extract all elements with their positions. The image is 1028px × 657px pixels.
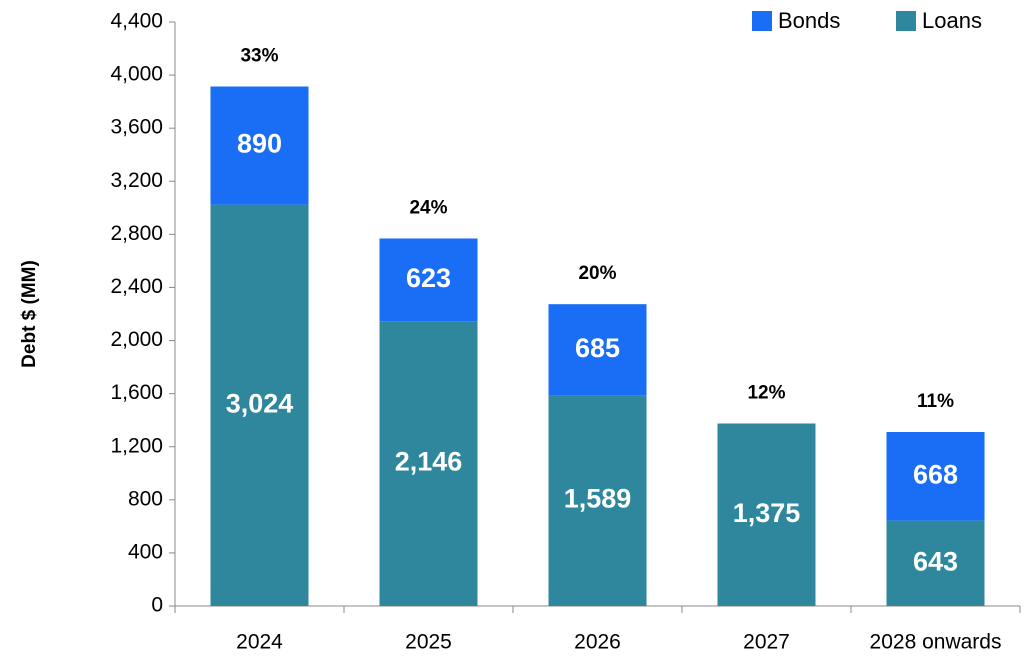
- annotation: 11%: [917, 391, 954, 412]
- bar-segment: [548, 304, 647, 396]
- data-label: 643: [913, 546, 958, 576]
- data-label: 2,146: [395, 447, 463, 477]
- annotation: 24%: [409, 197, 447, 218]
- data-label: 685: [575, 333, 620, 363]
- bar-segment: [379, 321, 478, 606]
- data-label: 3,024: [226, 388, 294, 418]
- annotation: 33%: [240, 46, 278, 67]
- legend-swatch: [896, 11, 916, 31]
- data-label: 1,589: [564, 484, 632, 514]
- y-tick-label: 2,800: [110, 222, 163, 245]
- legend-swatch: [752, 11, 772, 31]
- y-tick-label: 1,600: [110, 381, 163, 404]
- bar-segment: [886, 520, 985, 606]
- y-tick-label: 2,400: [110, 275, 163, 298]
- legend-label: Bonds: [778, 8, 840, 33]
- bar-segment: [548, 395, 647, 606]
- y-tick-label: 2,000: [110, 328, 163, 351]
- data-label: 890: [237, 129, 282, 159]
- bar-segment: [379, 238, 478, 322]
- data-label: 623: [406, 263, 451, 293]
- y-axis-label: Debt $ (MM): [19, 260, 40, 368]
- data-label: 1,375: [733, 498, 801, 528]
- y-tick-label: 1,200: [110, 434, 163, 457]
- x-tick-label: 2026: [574, 631, 621, 654]
- x-tick-label: 2027: [743, 631, 790, 654]
- y-tick-label: 0: [151, 594, 163, 617]
- x-tick-label: 2025: [405, 631, 452, 654]
- annotation: 20%: [578, 263, 616, 284]
- y-tick-label: 4,400: [110, 10, 163, 33]
- legend-label: Loans: [922, 8, 982, 33]
- y-tick-label: 800: [128, 487, 163, 510]
- y-tick-label: 3,600: [110, 116, 163, 139]
- y-tick-label: 4,000: [110, 63, 163, 86]
- bar-segment: [210, 204, 309, 606]
- annotation: 12%: [747, 383, 785, 404]
- data-label: 668: [913, 459, 958, 489]
- y-tick-label: 3,200: [110, 169, 163, 192]
- bar-segment: [886, 431, 985, 521]
- x-tick-label: 2028 onwards: [870, 631, 1002, 654]
- x-tick-label: 2024: [236, 631, 283, 654]
- bar-segment: [210, 86, 309, 205]
- y-tick-label: 400: [128, 540, 163, 563]
- bar-segment: [717, 423, 816, 606]
